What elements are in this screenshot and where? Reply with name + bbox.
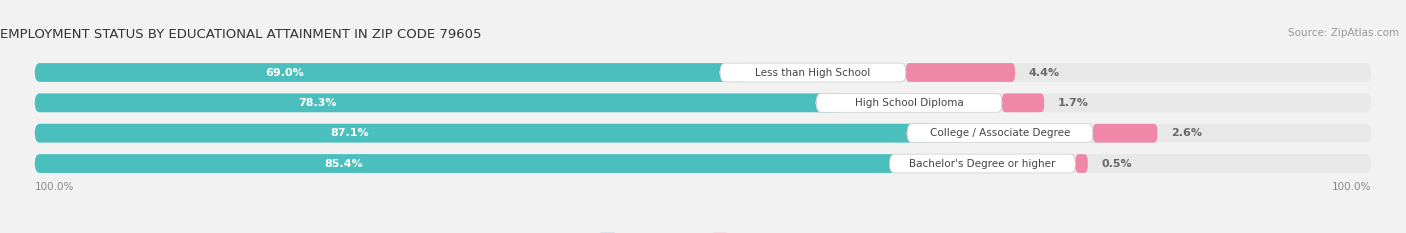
Text: 1.7%: 1.7% <box>1057 98 1088 108</box>
Text: Source: ZipAtlas.com: Source: ZipAtlas.com <box>1288 28 1399 38</box>
FancyBboxPatch shape <box>35 93 1371 112</box>
Legend: In Labor Force, Unemployed: In Labor Force, Unemployed <box>596 229 810 233</box>
FancyBboxPatch shape <box>35 154 917 173</box>
Text: 85.4%: 85.4% <box>325 158 363 168</box>
Text: 100.0%: 100.0% <box>1331 182 1371 192</box>
Text: High School Diploma: High School Diploma <box>855 98 963 108</box>
Text: 69.0%: 69.0% <box>264 68 304 78</box>
FancyBboxPatch shape <box>907 124 1092 143</box>
FancyBboxPatch shape <box>815 93 1002 112</box>
FancyBboxPatch shape <box>905 63 1015 82</box>
Text: Bachelor's Degree or higher: Bachelor's Degree or higher <box>910 158 1056 168</box>
FancyBboxPatch shape <box>1076 154 1088 173</box>
Text: 0.5%: 0.5% <box>1101 158 1132 168</box>
FancyBboxPatch shape <box>1092 124 1157 143</box>
Text: EMPLOYMENT STATUS BY EDUCATIONAL ATTAINMENT IN ZIP CODE 79605: EMPLOYMENT STATUS BY EDUCATIONAL ATTAINM… <box>0 28 482 41</box>
FancyBboxPatch shape <box>720 63 905 82</box>
FancyBboxPatch shape <box>35 93 844 112</box>
Text: College / Associate Degree: College / Associate Degree <box>929 128 1070 138</box>
Text: 2.6%: 2.6% <box>1171 128 1202 138</box>
Text: 87.1%: 87.1% <box>330 128 370 138</box>
FancyBboxPatch shape <box>35 124 1371 143</box>
FancyBboxPatch shape <box>1002 93 1045 112</box>
Text: 78.3%: 78.3% <box>298 98 337 108</box>
Text: 100.0%: 100.0% <box>35 182 75 192</box>
FancyBboxPatch shape <box>890 154 1076 173</box>
FancyBboxPatch shape <box>35 63 1371 82</box>
Text: 4.4%: 4.4% <box>1029 68 1060 78</box>
FancyBboxPatch shape <box>35 124 935 143</box>
Text: Less than High School: Less than High School <box>755 68 870 78</box>
FancyBboxPatch shape <box>35 154 1371 173</box>
FancyBboxPatch shape <box>35 63 748 82</box>
